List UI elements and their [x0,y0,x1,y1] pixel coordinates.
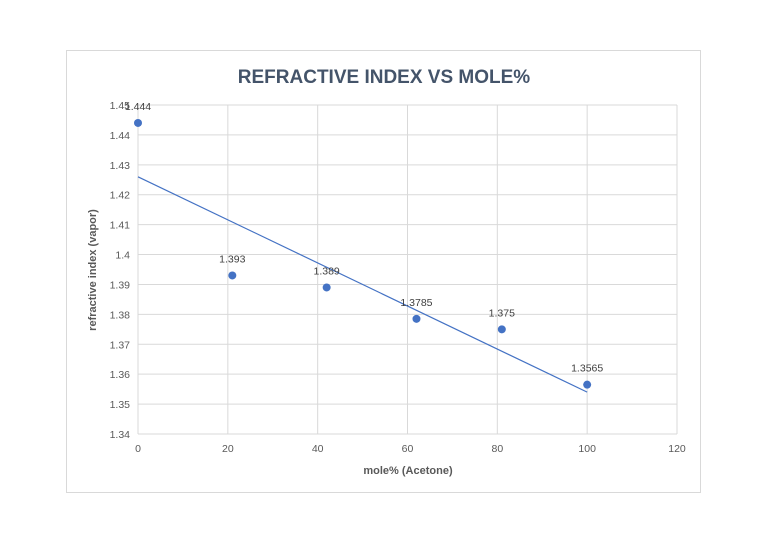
data-point [322,283,331,292]
y-tick-label: 1.45 [110,100,131,112]
trendline-layer [137,176,588,393]
y-tick-label: 1.43 [110,160,131,172]
x-tick-label: 0 [135,443,141,455]
grid-lines [137,104,678,435]
y-tick-label: 1.37 [110,339,131,351]
data-label: 1.389 [314,265,340,277]
data-point [497,325,506,334]
y-tick-label: 1.42 [110,190,131,202]
x-axis-ticks: 0 20 40 60 80 100 120 [135,443,686,455]
chart-svg: REFRACTIVE INDEX VS MOLE% 1.341.351.361.… [87,67,686,477]
y-tick-label: 1.34 [110,429,131,441]
trendline [137,176,588,393]
y-tick-label: 1.38 [110,309,131,321]
chart-title: REFRACTIVE INDEX VS MOLE% [238,67,531,88]
x-tick-label: 40 [312,443,324,455]
x-axis-label: mole% (Acetone) [363,465,453,477]
y-tick-label: 1.41 [110,220,131,232]
y-axis-ticks: 1.34 1.35 1.36 1.37 1.38 1.39 1.4 1.41 1.42 1.43 1… [110,100,131,441]
data-points [134,118,592,389]
data-label: 1.375 [489,307,515,319]
y-axis-label: refractive index (vapor) [87,209,99,331]
y-tick-label: 1.35 [110,399,131,411]
x-tick-label: 120 [668,443,686,455]
y-tick-label: 1.4 [115,250,130,262]
data-point [412,314,421,323]
data-label: 1.393 [219,253,245,265]
x-tick-label: 100 [578,443,596,455]
y-tick-label: 1.44 [110,130,131,142]
data-labels: 1.444 1.393 1.389 1.3785 1.375 1.3565 [125,101,604,375]
data-point [228,271,237,280]
y-tick-label: 1.39 [110,279,131,291]
data-point [134,118,142,127]
x-tick-label: 80 [491,443,503,455]
x-tick-label: 60 [402,443,414,455]
x-tick-label: 20 [222,443,234,455]
data-point [583,380,592,389]
y-tick-label: 1.36 [110,369,131,381]
chart-frame: REFRACTIVE INDEX VS MOLE% 1.34 1.35 1.36 1.… [66,50,701,493]
data-label: 1.3785 [400,297,432,309]
data-label: 1.3565 [571,363,603,375]
data-label: 1.444 [125,101,151,113]
